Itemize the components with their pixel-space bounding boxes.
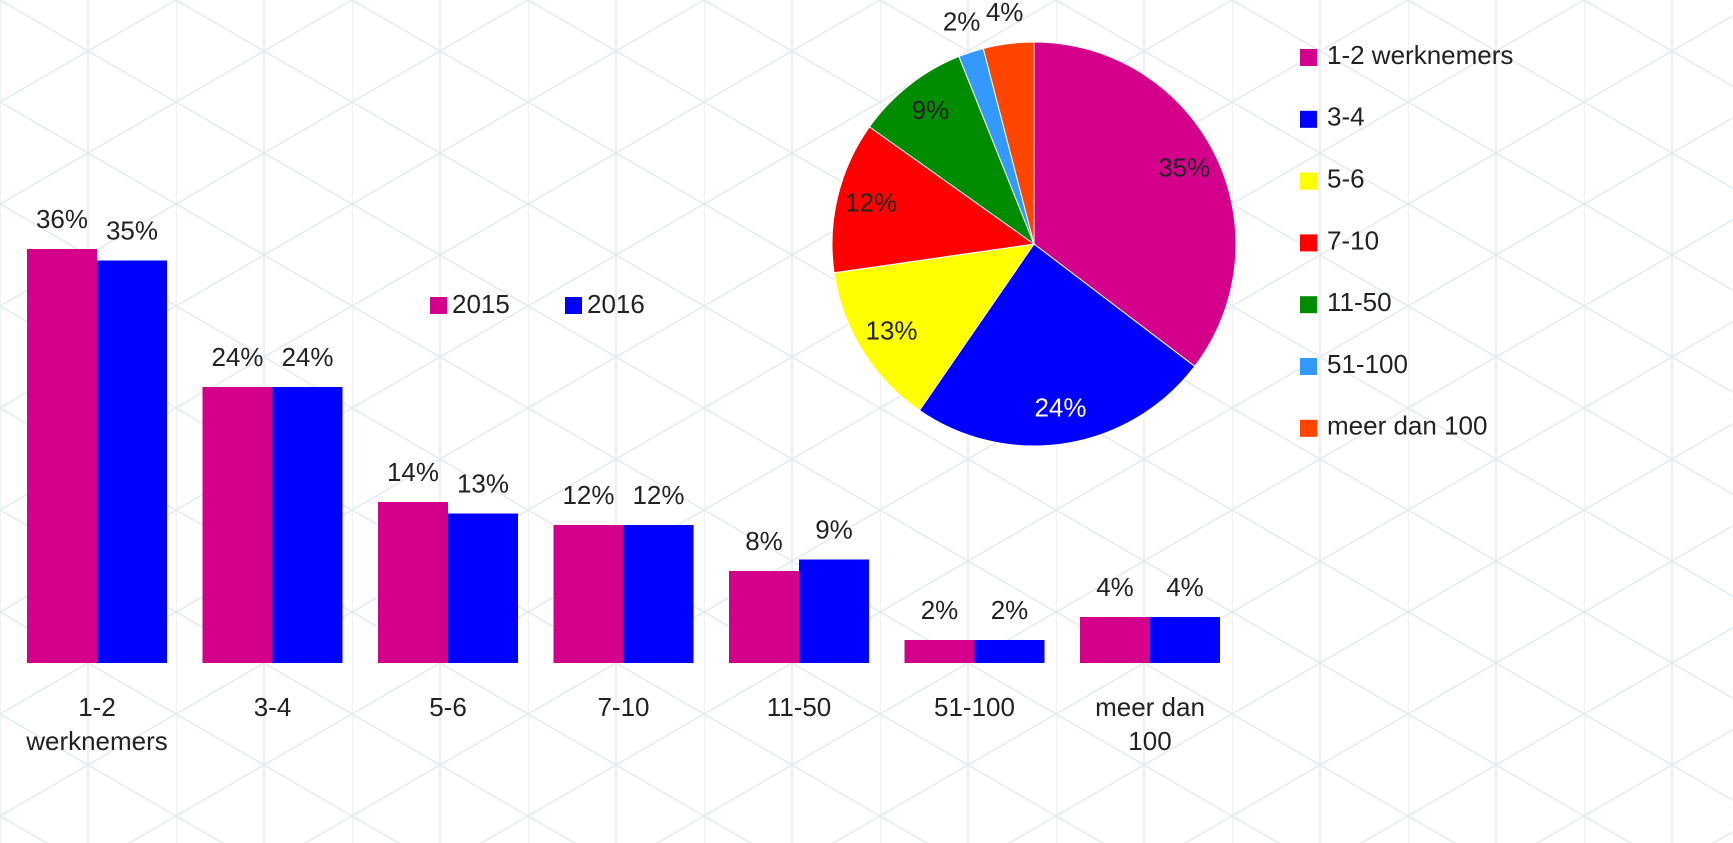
legend-label: 11-50 (1327, 287, 1392, 317)
legend-swatch (1300, 419, 1317, 437)
data-label: 13% (866, 315, 918, 345)
data-label: 36% (36, 204, 88, 234)
legend-swatch (1300, 358, 1317, 375)
data-label: 24% (1034, 392, 1086, 422)
bar (202, 387, 273, 663)
data-label: 12% (562, 480, 614, 510)
legend-swatch (1300, 49, 1317, 66)
data-label: 35% (1158, 152, 1210, 182)
data-label: 9% (912, 95, 950, 125)
bar (799, 559, 869, 663)
data-label: 14% (387, 457, 439, 487)
data-label: 24% (211, 342, 263, 372)
bar (553, 525, 624, 663)
legend-swatch (1300, 172, 1317, 190)
pie-slice (982, 41, 1035, 245)
pie-slice (868, 55, 1036, 246)
x-tick-label: 11-50 (766, 692, 832, 722)
pie-slice (1033, 41, 1237, 368)
bar (1080, 617, 1150, 663)
bar (448, 513, 518, 663)
bar (1150, 617, 1220, 663)
data-label: 4% (986, 0, 1024, 27)
data-label: 12% (845, 187, 897, 217)
legend-swatch (430, 297, 447, 314)
legend-label: 2015 (452, 289, 510, 319)
x-tick-label: meer dan 100 (1095, 692, 1205, 756)
x-tick-label: 5-6 (429, 692, 467, 722)
data-label: 24% (281, 342, 333, 372)
data-label: 4% (1096, 572, 1134, 602)
bar (378, 502, 448, 663)
data-label: 9% (815, 514, 853, 544)
legend-label: 3-4 (1327, 102, 1365, 132)
bar (97, 260, 167, 663)
legend-label: 2016 (587, 289, 645, 319)
pie-slice (833, 243, 1036, 412)
data-label: 13% (457, 468, 509, 498)
legend-label: 5-6 (1327, 163, 1365, 193)
x-tick-label: 7-10 (597, 692, 650, 722)
bar (272, 387, 343, 663)
legend-label: 1-2 werknemers (1327, 40, 1513, 70)
data-label: 2% (943, 6, 981, 36)
bar (27, 249, 97, 663)
bar (623, 525, 694, 663)
data-label: 8% (745, 526, 783, 556)
legend-swatch (1300, 296, 1317, 314)
x-tick-label: 51-100 (934, 692, 1015, 722)
legend-swatch (1300, 234, 1317, 252)
x-tick-label: 3-4 (253, 692, 292, 722)
pie-slice (831, 126, 1036, 274)
bar (729, 571, 799, 663)
data-label: 2% (921, 595, 959, 625)
data-label: 4% (1166, 572, 1204, 602)
legend-label: 7-10 (1327, 225, 1379, 255)
bar (904, 640, 975, 663)
data-label: 35% (106, 215, 158, 245)
legend-swatch (565, 297, 582, 314)
legend-label: 51-100 (1327, 349, 1408, 379)
legend-swatch (1300, 110, 1317, 128)
bar (974, 640, 1045, 663)
x-tick-label: 1-2 werknemers (26, 692, 168, 756)
pie-slice (918, 243, 1196, 447)
data-label: 12% (632, 480, 684, 510)
legend-label: meer dan 100 (1327, 411, 1487, 441)
data-label: 2% (991, 595, 1029, 625)
